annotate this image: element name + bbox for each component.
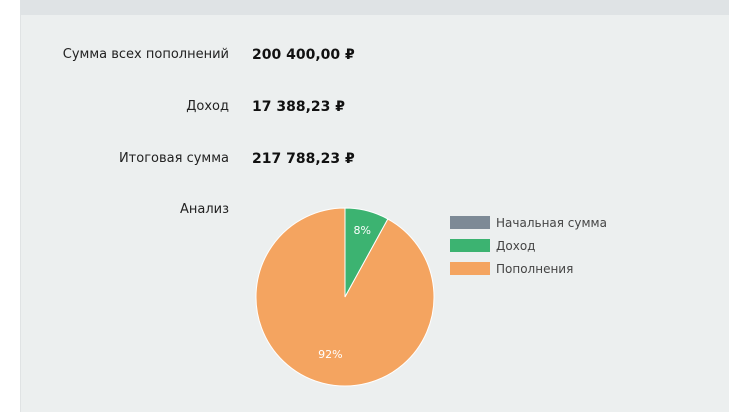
legend-item-2[interactable]: Пополнения	[450, 262, 573, 276]
legend-item-0[interactable]: Начальная сумма	[450, 216, 607, 230]
legend-swatch-2	[450, 262, 490, 275]
legend-label-1: Доход	[496, 239, 535, 253]
legend-swatch-0	[450, 216, 490, 229]
legend-swatch-1	[450, 239, 490, 252]
legend-item-1[interactable]: Доход	[450, 239, 535, 253]
total-deposits-row: Сумма всех пополнений 200 400,00 ₽	[21, 47, 729, 69]
total-deposits-label: Сумма всех пополнений	[62, 47, 229, 62]
pie-data-label-1: 8%	[354, 224, 371, 237]
analysis-row: Анализ	[21, 202, 729, 224]
calculator-results-panel: Сумма всех пополнений 200 400,00 ₽ Доход…	[20, 15, 729, 412]
income-label: Доход	[186, 99, 229, 114]
legend-label-0: Начальная сумма	[496, 216, 607, 230]
income-row: Доход 17 388,23 ₽	[21, 99, 729, 121]
pie-data-label-2: 92%	[318, 348, 342, 361]
final-amount-row: Итоговая сумма 217 788,23 ₽	[21, 151, 729, 173]
top-bar	[20, 0, 729, 15]
analysis-label: Анализ	[179, 202, 229, 217]
final-amount-label: Итоговая сумма	[118, 151, 229, 166]
final-amount-value: 217 788,23 ₽	[252, 151, 355, 167]
analysis-pie-chart: 8% 92% Начальная сумма Доход Пополнения	[255, 207, 607, 387]
income-value: 17 388,23 ₽	[252, 99, 345, 115]
pie-slice-2	[255, 207, 435, 387]
total-deposits-value: 200 400,00 ₽	[252, 47, 355, 63]
legend-label-2: Пополнения	[496, 262, 573, 276]
